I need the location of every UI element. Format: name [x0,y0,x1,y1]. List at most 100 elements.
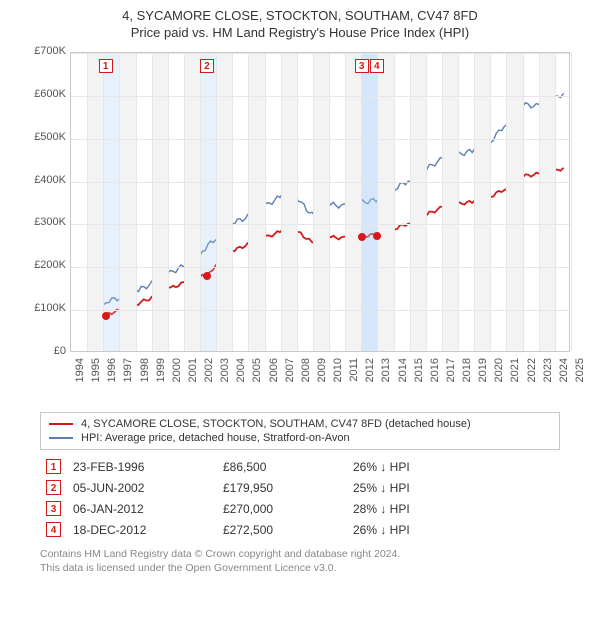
y-axis-label: £100K [20,302,66,314]
gridline-vertical [490,53,491,351]
x-axis-label: 1997 [122,358,134,398]
legend-label: 4, SYCAMORE CLOSE, STOCKTON, SOUTHAM, CV… [81,418,471,430]
gridline-vertical [232,53,233,351]
gridline-vertical [87,53,88,351]
gridline-horizontal [71,224,569,225]
gridline-vertical [216,53,217,351]
gridline-vertical [248,53,249,351]
y-axis-label: £600K [20,88,66,100]
sale-dot [358,233,366,241]
gridline-horizontal [71,182,569,183]
x-axis-label: 1996 [106,358,118,398]
year-band [474,53,490,351]
year-band [539,53,555,351]
gridline-vertical [168,53,169,351]
gridline-vertical [345,53,346,351]
x-axis-label: 2023 [542,358,554,398]
x-axis-label: 2005 [251,358,263,398]
sale-date: 23-FEB-1996 [67,456,217,477]
gridline-vertical [119,53,120,351]
sale-price: £86,500 [217,456,347,477]
gridline-vertical [361,53,362,351]
year-band [442,53,458,351]
sale-marker-number: 2 [200,59,214,73]
sale-price: £270,000 [217,498,347,519]
gridline-vertical [523,53,524,351]
year-band [87,53,103,351]
x-axis-label: 2002 [203,358,215,398]
legend-label: HPI: Average price, detached house, Stra… [81,432,350,444]
sale-hpi-delta: 26% ↓ HPI [347,519,560,540]
gridline-horizontal [71,96,569,97]
x-axis-label: 2008 [300,358,312,398]
legend-row: 4, SYCAMORE CLOSE, STOCKTON, SOUTHAM, CV… [49,417,551,431]
legend-swatch [49,423,73,425]
y-axis-label: £300K [20,216,66,228]
sale-number-box: 2 [46,480,61,495]
sale-highlight-band [200,53,216,351]
legend-box: 4, SYCAMORE CLOSE, STOCKTON, SOUTHAM, CV… [40,412,560,450]
table-row: 1 23-FEB-1996£86,50026% ↓ HPI [40,456,560,477]
x-axis-label: 2006 [268,358,280,398]
sale-date: 06-JAN-2012 [67,498,217,519]
chart-area: 1234 £0£100K£200K£300K£400K£500K£600K£70… [20,42,580,412]
sale-hpi-delta: 26% ↓ HPI [347,456,560,477]
sale-dot [102,312,110,320]
x-axis-label: 2021 [509,358,521,398]
sale-hpi-delta: 28% ↓ HPI [347,498,560,519]
gridline-vertical [313,53,314,351]
gridline-vertical [571,53,572,351]
gridline-vertical [103,53,104,351]
gridline-vertical [377,53,378,351]
sale-number-box: 4 [46,522,61,537]
y-axis-label: £0 [20,345,66,357]
sale-marker-number: 1 [99,59,113,73]
sales-table: 123-FEB-1996£86,50026% ↓ HPI205-JUN-2002… [40,456,560,540]
sale-marker-number: 4 [370,59,384,73]
sale-highlight-band [361,53,377,351]
gridline-vertical [474,53,475,351]
footer-line1: Contains HM Land Registry data © Crown c… [40,548,580,562]
gridline-vertical [329,53,330,351]
gridline-vertical [200,53,201,351]
chart-plot: 1 2 34 [70,52,570,352]
gridline-vertical [442,53,443,351]
x-axis-label: 2013 [380,358,392,398]
gridline-vertical [539,53,540,351]
legend-row: HPI: Average price, detached house, Stra… [49,431,551,445]
x-axis-label: 2019 [477,358,489,398]
sale-number-box: 3 [46,501,61,516]
sale-date: 05-JUN-2002 [67,477,217,498]
y-axis-label: £500K [20,131,66,143]
x-axis-label: 2000 [171,358,183,398]
gridline-horizontal [71,139,569,140]
footer-attribution: Contains HM Land Registry data © Crown c… [20,548,580,575]
gridline-vertical [297,53,298,351]
gridline-vertical [394,53,395,351]
sale-hpi-delta: 25% ↓ HPI [347,477,560,498]
gridline-vertical [458,53,459,351]
x-axis-label: 2014 [397,358,409,398]
year-band [281,53,297,351]
x-axis-label: 2022 [526,358,538,398]
x-axis-label: 1999 [155,358,167,398]
x-axis-label: 2007 [284,358,296,398]
table-row: 3 06-JAN-2012£270,00028% ↓ HPI [40,498,560,519]
chart-title-address: 4, SYCAMORE CLOSE, STOCKTON, SOUTHAM, CV… [0,8,600,23]
sale-marker-number: 3 [355,59,369,73]
sale-number-box: 1 [46,459,61,474]
gridline-vertical [426,53,427,351]
table-row: 418-DEC-2012£272,50026% ↓ HPI [40,519,560,540]
sale-price: £179,950 [217,477,347,498]
gridline-vertical [136,53,137,351]
year-band [216,53,232,351]
y-axis-label: £400K [20,174,66,186]
x-axis-label: 2010 [332,358,344,398]
x-axis-label: 2009 [316,358,328,398]
x-axis-label: 2004 [235,358,247,398]
gridline-vertical [410,53,411,351]
x-axis-label: 2011 [348,358,360,398]
gridline-vertical [555,53,556,351]
x-axis-label: 2025 [574,358,586,398]
table-row: 2 05-JUN-2002£179,95025% ↓ HPI [40,477,560,498]
